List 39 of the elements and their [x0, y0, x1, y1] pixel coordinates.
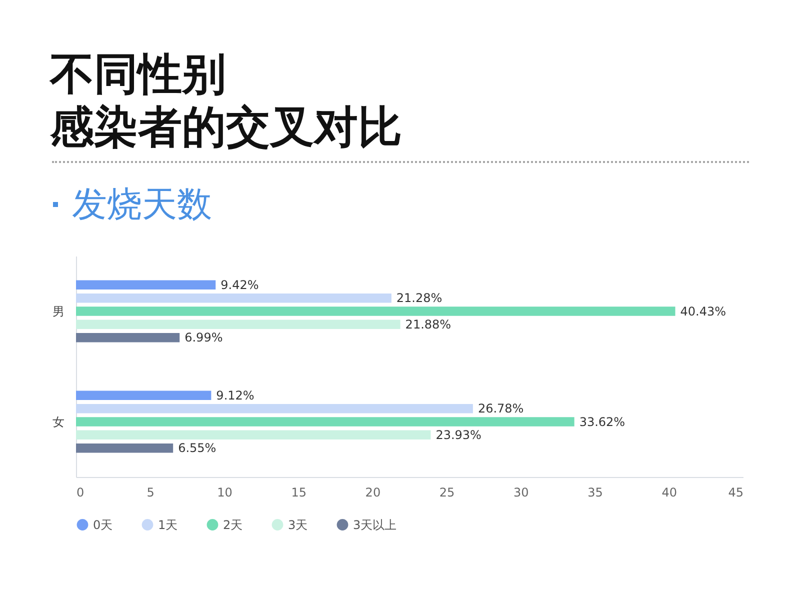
x-tick-label: 5 — [146, 486, 154, 500]
x-tick-label: 20 — [365, 486, 381, 500]
data-label: 21.28% — [396, 291, 442, 306]
x-tick-label: 30 — [514, 486, 529, 500]
bar — [76, 430, 431, 440]
data-label: 26.78% — [478, 402, 524, 416]
legend-label: 2天 — [223, 518, 243, 532]
data-label: 6.99% — [184, 330, 223, 345]
legend-label: 0天 — [93, 518, 113, 532]
data-label: 40.43% — [680, 304, 726, 318]
x-tick-label: 45 — [728, 486, 744, 500]
data-label: 33.62% — [579, 414, 626, 429]
bar — [76, 417, 574, 426]
x-tick-label: 25 — [439, 486, 455, 500]
bar — [76, 280, 216, 290]
chart-title: 不同性别感染者的交叉对比 — [50, 48, 402, 154]
bar — [76, 443, 174, 453]
data-label: 9.42% — [220, 278, 259, 292]
bar — [76, 320, 400, 330]
y-tick-label: 男 — [52, 304, 64, 318]
chart-subtitle: 发烧天数 — [72, 184, 212, 227]
x-tick-label: 15 — [291, 486, 306, 500]
x-tick-label: 35 — [588, 486, 603, 500]
data-label: 9.12% — [216, 388, 254, 402]
x-tick-label: 40 — [662, 486, 678, 500]
bar — [76, 390, 212, 400]
bar — [76, 404, 473, 414]
data-label: 23.93% — [436, 428, 482, 442]
x-tick-label: 0 — [76, 486, 84, 500]
legend-label: 3天以上 — [353, 518, 397, 532]
x-tick-label: 10 — [217, 486, 232, 500]
legend-label: 3天 — [288, 518, 308, 532]
data-label: 21.88% — [405, 317, 452, 332]
y-tick-label: 女 — [52, 414, 64, 429]
legend-label: 1天 — [158, 518, 178, 532]
bar — [76, 306, 676, 316]
bar — [76, 293, 392, 303]
data-label: 6.55% — [178, 441, 216, 456]
bar — [76, 332, 180, 342]
